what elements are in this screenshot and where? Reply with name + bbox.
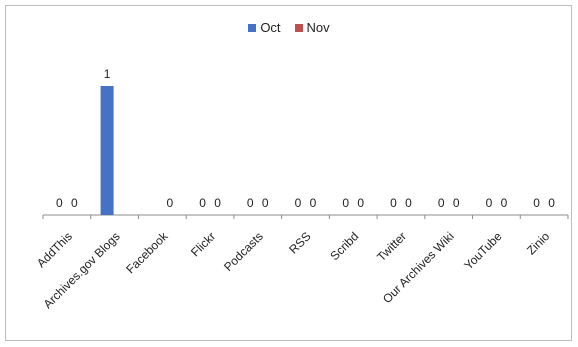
- x-tick-label: Podcasts: [221, 229, 266, 274]
- data-label-oct: 0: [295, 196, 302, 210]
- data-label-oct: 0: [438, 196, 445, 210]
- data-label-oct: 0: [533, 196, 540, 210]
- data-label-nov: 0: [214, 196, 221, 210]
- data-label-oct: 1: [104, 67, 111, 81]
- legend-label-oct: Oct: [260, 20, 281, 35]
- x-tick-label: Twitter: [374, 229, 409, 264]
- data-label-nov: 0: [405, 196, 412, 210]
- data-label-oct: 0: [247, 196, 254, 210]
- x-tick-label: Flickr: [188, 229, 218, 259]
- data-label-oct: 0: [199, 196, 206, 210]
- data-label-nov: 0: [166, 196, 173, 210]
- chart-legend: Oct Nov: [0, 20, 578, 35]
- x-tick-label: YouTube: [461, 229, 504, 272]
- data-label-nov: 0: [71, 196, 78, 210]
- chart-frame: [5, 5, 572, 341]
- x-tick-label: RSS: [286, 229, 313, 256]
- x-tick-label: Zinio: [524, 229, 553, 258]
- x-tick-label: Facebook: [123, 229, 171, 277]
- data-label-oct: 0: [56, 196, 63, 210]
- x-tick-label: AddThis: [34, 229, 75, 270]
- data-label-nov: 0: [453, 196, 460, 210]
- data-label-nov: 0: [310, 196, 317, 210]
- legend-item-oct: Oct: [248, 20, 281, 35]
- data-label-nov: 0: [357, 196, 364, 210]
- data-label-oct: 0: [486, 196, 493, 210]
- data-label-oct: 0: [390, 196, 397, 210]
- data-label-nov: 0: [548, 196, 555, 210]
- legend-item-nov: Nov: [294, 20, 330, 35]
- x-tick-label: Scribd: [327, 229, 361, 263]
- legend-swatch-nov: [294, 23, 303, 32]
- bar-oct-archives-gov-blogs: [100, 86, 114, 215]
- data-label-nov: 0: [501, 196, 508, 210]
- data-label-nov: 0: [262, 196, 269, 210]
- data-label-oct: 0: [342, 196, 349, 210]
- legend-label-nov: Nov: [306, 20, 330, 35]
- legend-swatch-oct: [248, 23, 257, 32]
